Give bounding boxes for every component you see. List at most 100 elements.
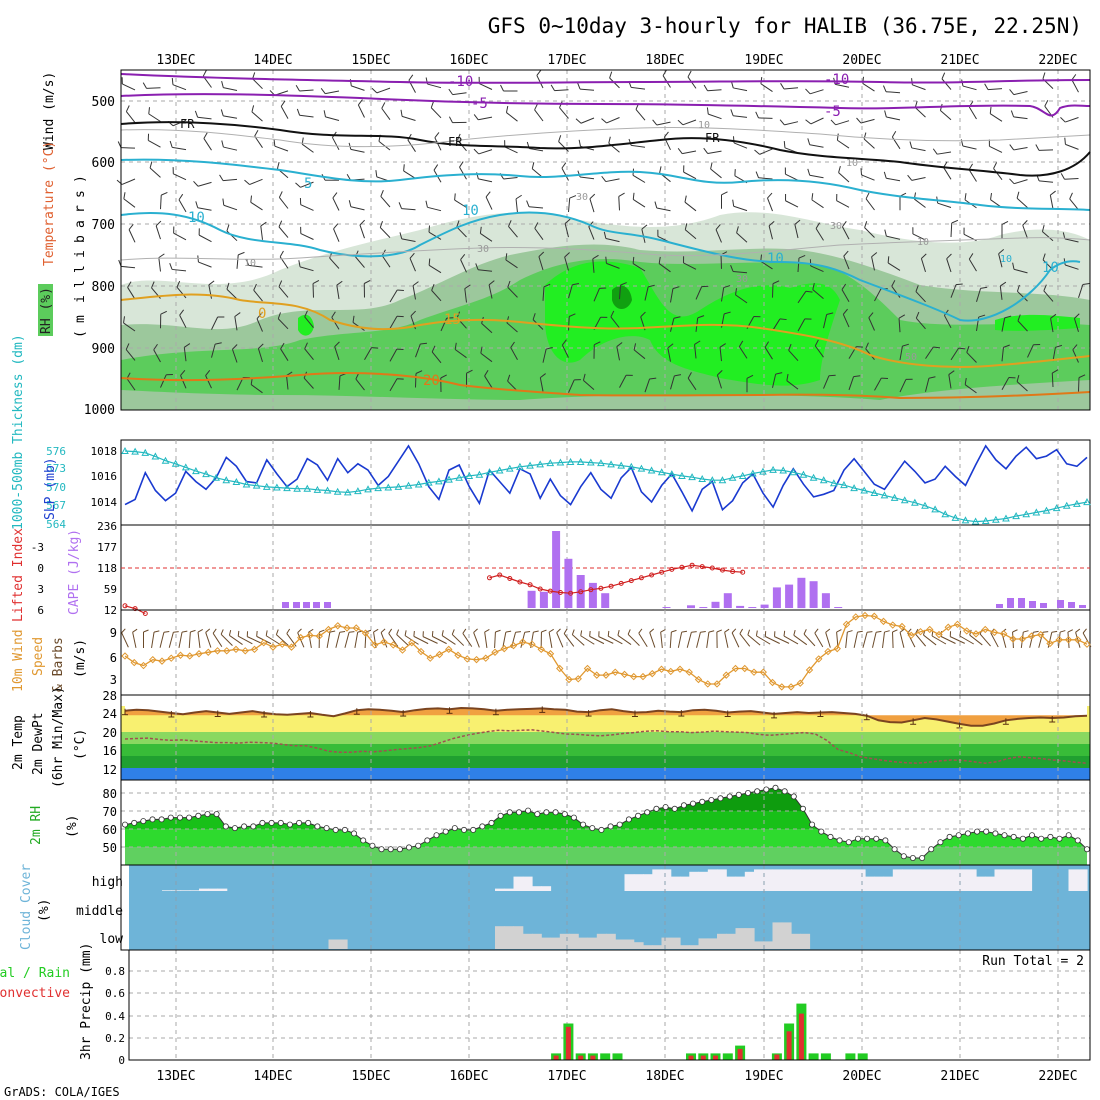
wind-barb-flag [166,374,173,376]
wind10m-barb-staff [572,634,585,646]
upper-air-panel: -10 -5 FR 5 10 15 20 -10 -5 FR FR 10 10 … [38,69,1091,418]
wind-speed-marker [426,654,434,662]
wind-barb [371,87,391,94]
rh2m-marker [873,835,880,842]
wind-barb-flag [735,288,738,295]
wind-barb-flag [663,131,669,138]
precip-total-bar [722,1053,733,1060]
wind-barb-flag [1008,377,1016,379]
wind-barb [899,343,910,360]
wind-barb-flag [278,280,283,287]
wind10m-barb [853,630,863,648]
wind-barb-flag [202,69,207,77]
wind-barb [221,80,238,91]
cape-bar [736,605,745,608]
wind10m-barb-flag [589,630,591,637]
wind-barb-flag [526,200,530,207]
wind-speed-marker [1046,639,1054,648]
wind-barb [193,180,212,187]
contour-label-10-f: 10 [698,120,710,131]
rh2m-marker [259,819,266,826]
wind10m-barb-staff [756,635,771,645]
wind-speed-marker [1018,635,1026,643]
wind-barb-flag [543,283,551,288]
cape-bar [1018,598,1025,608]
cloud-high-bar [199,888,209,891]
rh2m-marker [699,798,706,805]
wind10m-barb-staff [220,633,233,647]
wind-barb-staff [211,316,219,330]
wind10m-barb-flag [1075,628,1081,633]
upper-air-grid [121,70,1090,410]
wind-barb-staff [381,108,391,120]
wind-barb [456,311,467,329]
wind-speed-marker [685,668,693,676]
wind-barb-staff [412,285,416,300]
wind10m-axis-label-b: Speed [31,637,46,676]
cloud-level-labels: high middle low [76,875,123,947]
rh-area-bright-left [298,314,314,336]
wind-barb-flag [841,283,847,290]
contour-label-10-b: 10 [462,203,479,219]
wind-barb-flag [887,256,890,264]
slp-tick-1014: 1014 [91,496,118,509]
wind-barb-flag [348,200,352,207]
cape-bar [662,607,671,608]
wind-barb-staff [197,207,212,211]
wind-barb-flag [433,164,439,171]
wind-barb-staff [125,111,136,123]
wind-speed-marker [278,640,286,648]
thickness-marker [627,462,636,470]
wind-barb [784,167,799,181]
wind10m-barb [380,628,388,648]
wind-barb-flag [484,369,489,377]
wind-barb [459,161,467,180]
contour-label-5: 5 [304,176,312,192]
rh2m-marker [543,809,550,816]
wind-barb-staff [128,229,136,243]
wind-barb-flag [396,378,404,380]
thickness-marker [485,468,494,476]
wind-speed-marker [463,655,471,663]
wind10m-barb-flag [580,630,583,636]
wind-barb-flag [464,284,471,290]
thickness-marker [293,484,301,492]
thickness-marker [424,478,433,486]
wind-barb-staff [127,287,136,300]
thickness-marker [262,482,271,490]
wind-barb-flag [955,283,963,286]
wind-barb [716,370,723,389]
wind-barb-staff [920,258,926,273]
wind-barb [706,107,722,120]
wind-barb-staff [428,231,442,240]
wind-barb-staff [252,78,263,90]
cape-tick-118: 118 [97,562,117,575]
lifted-index-marker [649,572,655,578]
wind-barb-flag [697,315,705,319]
wind-barb-staff [248,264,263,268]
wind-barb [125,105,136,123]
wind-speed-marker [639,672,647,681]
wind-barb-staff [885,91,901,94]
wind-barb-staff [223,178,238,182]
contour-label-10-c: 10 [767,251,784,267]
wind10m-barb [540,629,547,649]
wind-barb [348,200,365,211]
wind-speed-marker [306,631,314,640]
bottom-date-5: 18DEC [645,1069,684,1084]
wind-barb [920,253,927,273]
wind10m-barb-staff [696,632,701,648]
wind-speed-marker [1009,635,1017,643]
wind-barb-staff [1001,347,1004,362]
wind-barb-staff [912,84,926,91]
wind10m-barb-staff [814,632,824,648]
wind-barb-staff [146,87,161,89]
wind-barb [610,310,620,329]
wind-barb [856,117,875,124]
wind-barb-flag [836,133,839,141]
cape-bar [699,607,708,608]
wind-speed-marker [602,671,610,679]
thickness-tick-567: 567 [46,499,66,512]
cape-bar [324,602,331,608]
temp-axis: 28 24 20 16 12 [103,689,117,777]
